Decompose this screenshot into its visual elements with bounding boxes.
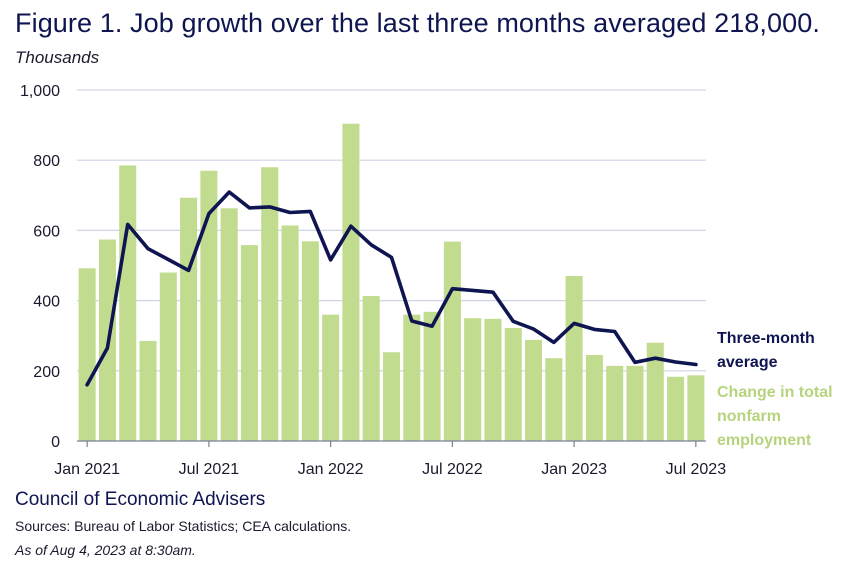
bar xyxy=(139,340,157,441)
bar xyxy=(484,318,502,441)
bar xyxy=(565,276,583,441)
bar xyxy=(180,197,198,441)
y-tick-label: 0 xyxy=(51,434,60,451)
bar xyxy=(119,165,137,441)
x-axis xyxy=(77,440,706,447)
footer-organization: Council of Economic Advisers xyxy=(15,489,266,510)
three-month-average-line xyxy=(85,190,698,387)
bar xyxy=(362,296,380,441)
y-axis-tick-labels: 0 200 400 600 800 1,000 xyxy=(20,83,60,451)
x-tick-label: Jul 2022 xyxy=(422,461,483,478)
x-tick-label: Jul 2023 xyxy=(666,461,727,478)
y-tick-label: 200 xyxy=(33,364,60,381)
x-tick-label: Jan 2023 xyxy=(541,461,607,478)
chart-title: Figure 1. Job growth over the last three… xyxy=(15,8,820,38)
x-tick-label: Jan 2021 xyxy=(54,461,120,478)
bar xyxy=(301,241,319,441)
bar xyxy=(423,311,441,441)
bar xyxy=(606,365,624,441)
bar xyxy=(261,167,279,441)
bar xyxy=(464,318,482,441)
bar xyxy=(525,339,543,441)
bar xyxy=(240,245,258,441)
bar xyxy=(159,272,177,441)
footer-as-of: As of Aug 4, 2023 at 8:30am. xyxy=(15,542,196,558)
bar-series-nonfarm-employment xyxy=(78,123,705,442)
bar xyxy=(281,225,299,441)
x-tick-label: Jan 2022 xyxy=(298,461,364,478)
bar xyxy=(322,314,340,441)
x-axis-tick-labels: Jan 2021 Jul 2021 Jan 2022 Jul 2022 Jan 2023… xyxy=(54,461,726,478)
y-tick-label: 400 xyxy=(33,294,60,311)
y-tick-label: 600 xyxy=(33,223,60,240)
bar xyxy=(545,358,563,441)
bar xyxy=(504,327,522,441)
footer-sources: Sources: Bureau of Labor Statistics; CEA… xyxy=(15,518,352,534)
bar xyxy=(626,365,644,441)
bar xyxy=(403,314,421,441)
bar xyxy=(667,376,685,441)
bar xyxy=(443,241,461,441)
bar xyxy=(687,375,705,441)
bar xyxy=(585,355,603,441)
bar xyxy=(646,342,664,441)
y-tick-label: 800 xyxy=(33,153,60,170)
y-tick-label: 1,000 xyxy=(20,83,60,100)
x-tick-label: Jul 2021 xyxy=(179,461,240,478)
bar xyxy=(382,352,401,441)
bar xyxy=(200,170,218,442)
y-axis-unit-label: Thousands xyxy=(15,48,100,67)
bar xyxy=(220,208,238,441)
legend-nonfarm-employment: Change in total nonfarm employment xyxy=(717,384,833,449)
legend-three-month-average: Three-month average xyxy=(717,330,815,371)
bar xyxy=(78,268,96,441)
bar xyxy=(342,123,360,442)
line-series-three-month-average xyxy=(85,190,698,387)
